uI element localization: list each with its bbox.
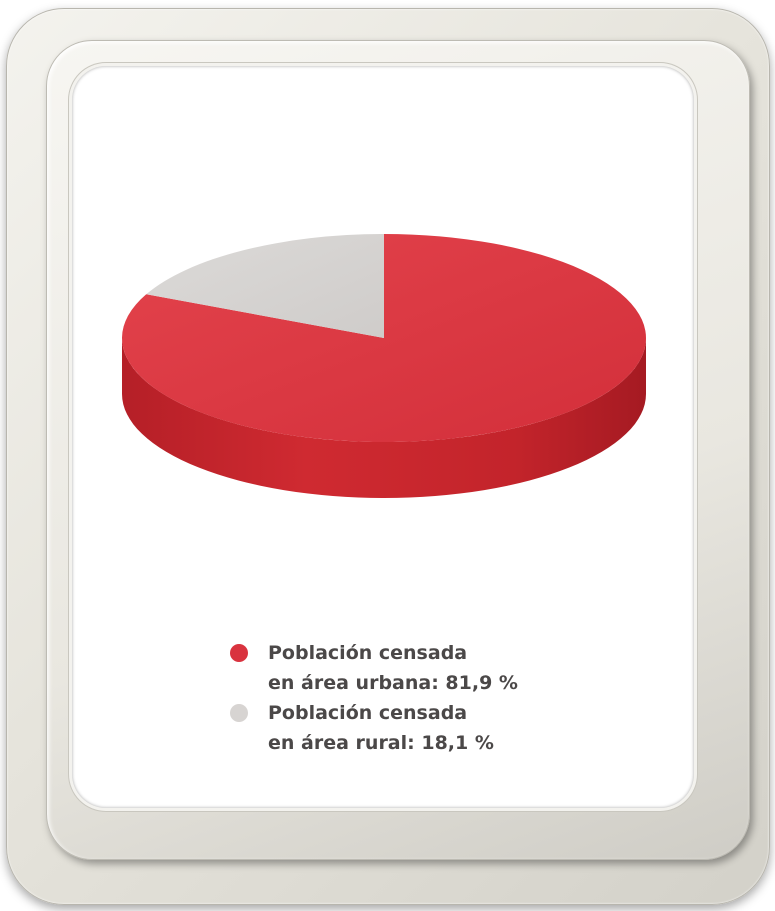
pie-chart — [121, 234, 646, 498]
pie-group — [121, 234, 646, 498]
legend-label-urbana-line2: en área urbana: 81,9 % — [268, 672, 518, 694]
pie-side-wall — [122, 338, 646, 498]
legend-label-rural-line1: Población censada — [268, 702, 468, 724]
legend-label-rural-line2: en área rural: 18,1 % — [268, 732, 494, 754]
legend-item-rural: Población censada en área rural: 18,1 % — [230, 698, 518, 758]
pie-slice-rural — [146, 234, 384, 338]
legend-item-urbana: Población censada en área urbana: 81,9 % — [230, 638, 518, 698]
legend-label-urbana-line1: Población censada — [268, 642, 468, 664]
legend-marker-rural — [230, 704, 248, 722]
chart-card: Población censada en área urbana: 81,9 %… — [72, 66, 694, 808]
legend-marker-urbana — [230, 644, 248, 662]
legend: Población censada en área urbana: 81,9 %… — [230, 638, 518, 758]
